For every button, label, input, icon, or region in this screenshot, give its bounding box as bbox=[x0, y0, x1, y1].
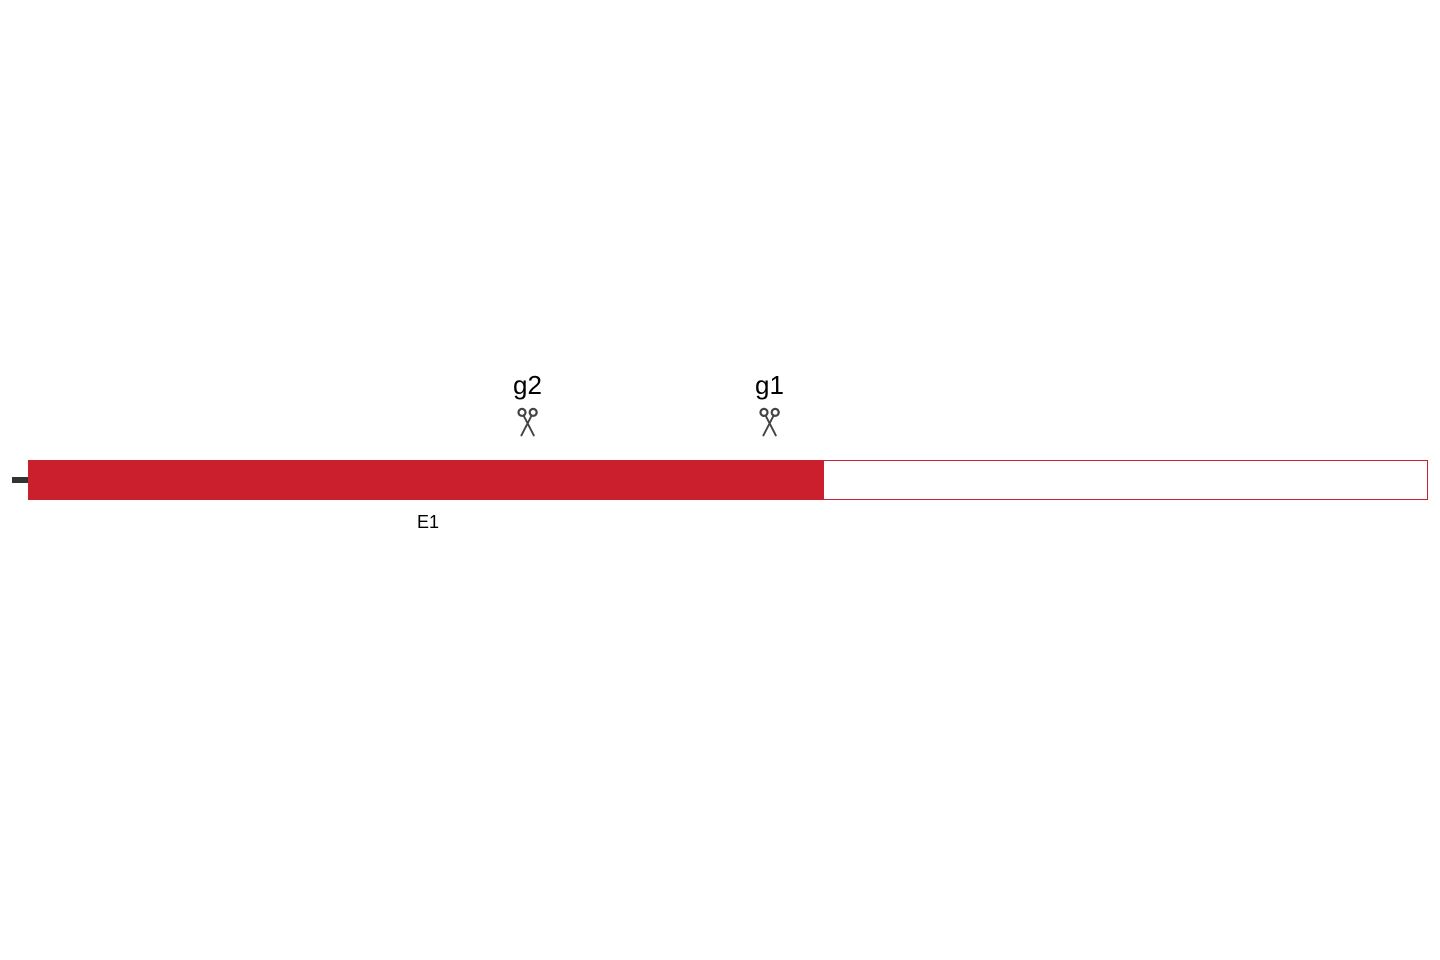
exon-fill-box bbox=[28, 460, 824, 500]
scissors-icon bbox=[514, 406, 546, 438]
scissors-icon bbox=[756, 406, 788, 438]
guide-label-g1: g1 bbox=[755, 370, 784, 401]
guide-label-g2: g2 bbox=[513, 370, 542, 401]
exon-label: E1 bbox=[417, 512, 439, 533]
gene-diagram: E1 g2 g1 bbox=[0, 0, 1440, 960]
